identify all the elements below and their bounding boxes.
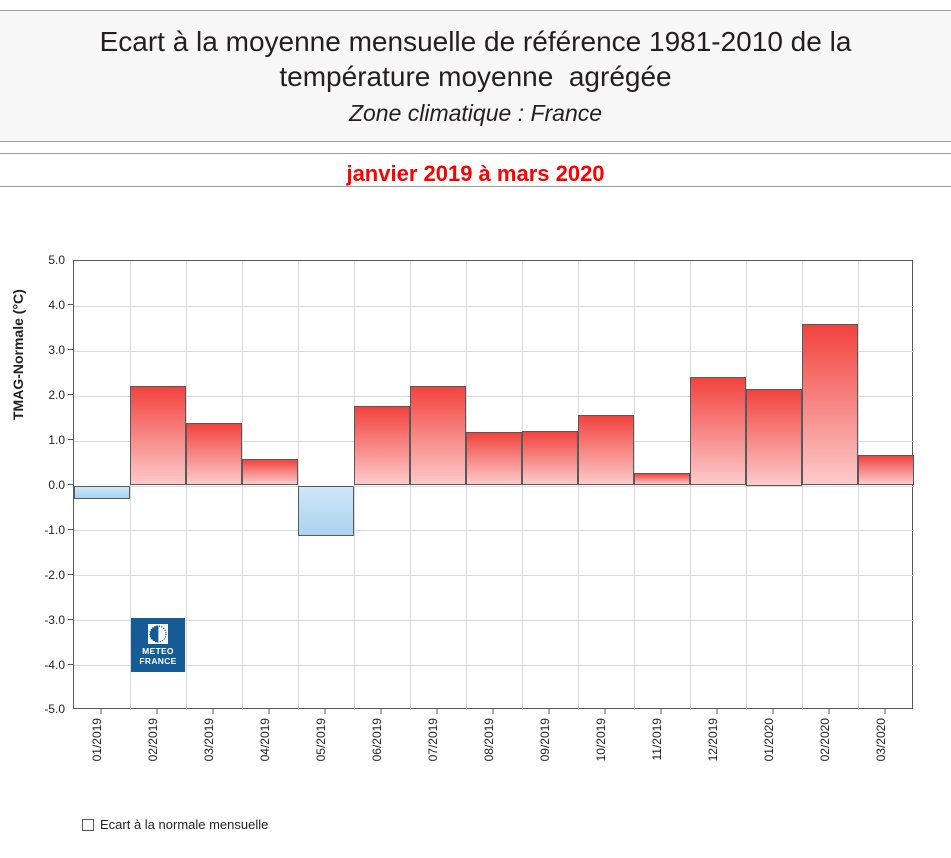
svg-text:10/2019: 10/2019 xyxy=(594,718,608,762)
svg-text:02/2019: 02/2019 xyxy=(146,718,160,762)
svg-text:01/2019: 01/2019 xyxy=(90,718,104,762)
svg-text:09/2019: 09/2019 xyxy=(538,718,552,762)
svg-text:05/2019: 05/2019 xyxy=(314,718,328,762)
svg-text:11/2019: 11/2019 xyxy=(650,718,664,761)
svg-text:07/2019: 07/2019 xyxy=(426,718,440,762)
svg-text:01/2020: 01/2020 xyxy=(762,718,776,762)
svg-text:03/2020: 03/2020 xyxy=(874,718,888,762)
svg-text:04/2019: 04/2019 xyxy=(258,718,272,762)
svg-text:02/2020: 02/2020 xyxy=(818,718,832,762)
svg-text:03/2019: 03/2019 xyxy=(202,718,216,762)
svg-text:06/2019: 06/2019 xyxy=(370,718,384,762)
svg-text:08/2019: 08/2019 xyxy=(482,718,496,762)
svg-text:12/2019: 12/2019 xyxy=(706,718,720,762)
